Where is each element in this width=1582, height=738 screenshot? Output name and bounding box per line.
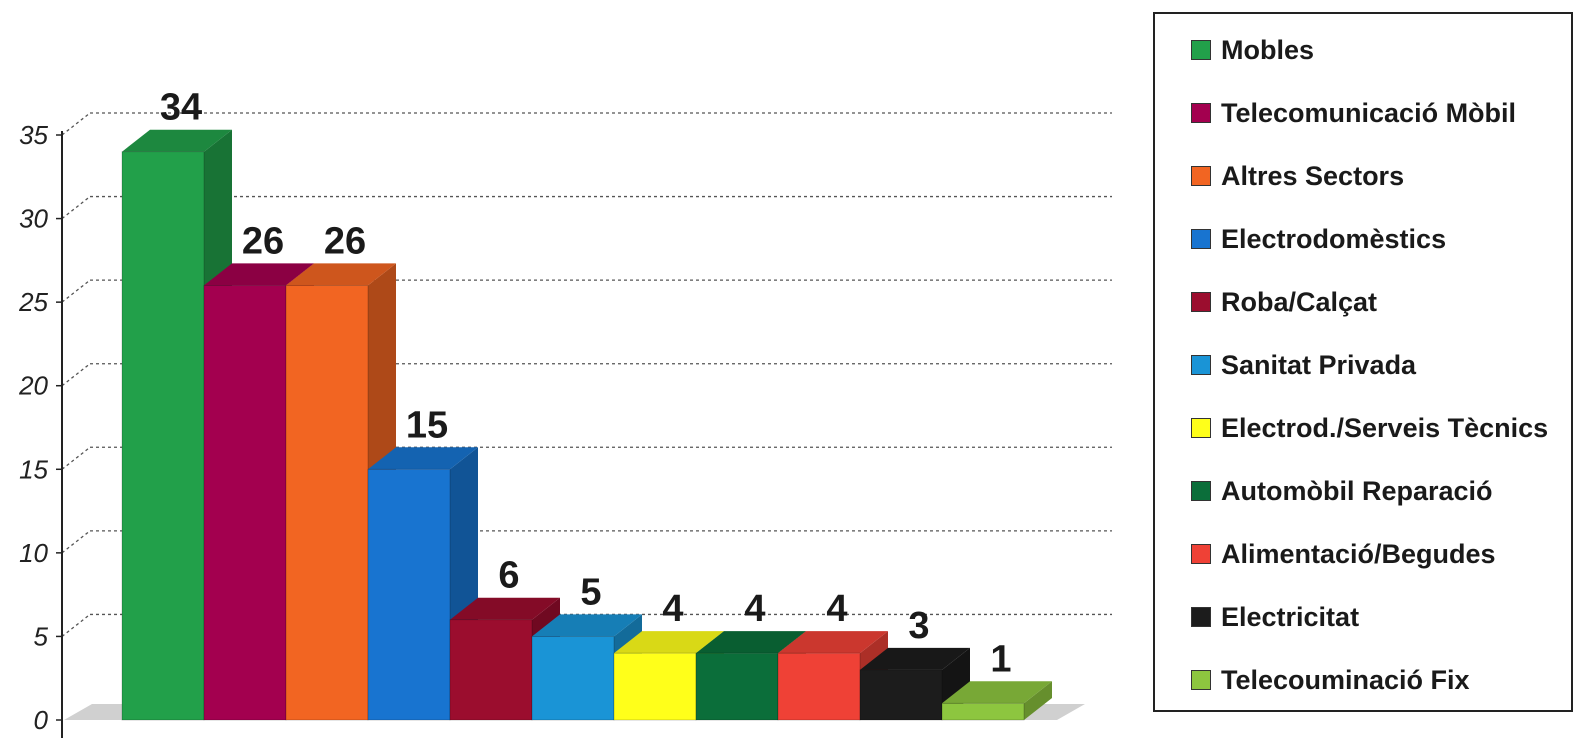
y-tick-label: 10	[19, 538, 48, 568]
data-label: 26	[324, 220, 366, 262]
data-label: 4	[744, 588, 765, 630]
legend-label: Telecomunicació Mòbil	[1221, 97, 1517, 128]
legend-item: Electricitat	[1191, 597, 1359, 637]
legend-swatch	[1191, 229, 1211, 249]
bar-top	[860, 647, 970, 670]
bar-front	[531, 636, 615, 721]
legend-swatch	[1191, 481, 1211, 501]
legend-swatch	[1191, 544, 1211, 564]
bar-top	[696, 631, 806, 654]
y-tick-label: 30	[19, 204, 48, 234]
bar-top	[450, 597, 560, 620]
y-tick-label: 15	[19, 454, 48, 484]
legend-swatch	[1191, 40, 1211, 60]
bar-top	[614, 631, 724, 654]
chart-legend: Mobles Telecomunicació Mòbil Altres Sector…	[1153, 12, 1573, 712]
legend-item: Telecouminació Fix	[1191, 660, 1470, 700]
bar-front	[367, 468, 451, 721]
gridline-diagonal	[61, 613, 91, 637]
y-tick-label: 20	[18, 371, 48, 401]
gridline-diagonal	[61, 530, 91, 554]
bar-top	[204, 263, 314, 286]
bar-top	[778, 631, 888, 654]
legend-item: Telecomunicació Mòbil	[1191, 93, 1516, 133]
data-label: 4	[826, 588, 847, 630]
y-tick-label: 0	[34, 705, 49, 735]
data-label: 15	[406, 404, 448, 446]
legend-label: Electrodomèstics	[1221, 223, 1447, 254]
legend-label: Mobles	[1221, 34, 1315, 65]
bar-front	[285, 285, 369, 721]
legend-swatch	[1191, 166, 1211, 186]
bar-chart: 0 5 10 15 20 25 30 35 34 26 26 15 6 5 4 4 4 3 1	[18, 87, 1112, 738]
legend-label: Altres Sectors	[1221, 160, 1405, 191]
data-label: 26	[242, 220, 284, 262]
bar-front	[121, 151, 205, 721]
bar-front	[613, 652, 697, 721]
gridline-diagonal	[61, 112, 91, 136]
data-label: 6	[498, 555, 519, 597]
legend-label: Sanitat Privada	[1221, 349, 1417, 380]
gridline-diagonal	[61, 363, 91, 387]
bar-top	[122, 129, 232, 152]
bar-front	[859, 669, 943, 721]
bar	[859, 647, 970, 721]
legend-item: Automòbil Reparació	[1191, 471, 1493, 511]
data-label: 4	[662, 588, 683, 630]
data-label: 3	[908, 605, 929, 647]
gridline-diagonal	[61, 196, 91, 220]
bar-top	[286, 263, 396, 286]
legend-label: Telecouminació Fix	[1221, 664, 1470, 695]
bar-top	[942, 681, 1052, 704]
legend-item: Electrod./Serveis Tècnics	[1191, 408, 1548, 448]
bar-side	[1024, 681, 1052, 720]
legend-item: Altres Sectors	[1191, 156, 1404, 196]
bar-front	[449, 619, 533, 721]
legend-swatch	[1191, 670, 1211, 690]
legend-label: Automòbil Reparació	[1221, 475, 1493, 506]
legend-swatch	[1191, 355, 1211, 375]
legend-item: Alimentació/Begudes	[1191, 534, 1496, 574]
legend-label: Electricitat	[1221, 601, 1360, 632]
legend-item: Electrodomèstics	[1191, 219, 1446, 259]
legend-swatch	[1191, 103, 1211, 123]
bar-front	[777, 652, 861, 721]
legend-swatch	[1191, 292, 1211, 312]
legend-item: Roba/Calçat	[1191, 282, 1377, 322]
bar-front	[203, 285, 287, 721]
bar-front	[695, 652, 779, 721]
bar-top	[368, 447, 478, 470]
legend-swatch	[1191, 418, 1211, 438]
legend-item: Mobles	[1191, 30, 1314, 70]
data-label: 1	[990, 638, 1011, 680]
y-tick-label: 5	[34, 621, 49, 651]
bar-front	[941, 702, 1025, 721]
legend-swatch	[1191, 607, 1211, 627]
y-tick-label: 35	[19, 120, 48, 150]
data-label: 5	[580, 571, 601, 613]
legend-label: Alimentació/Begudes	[1221, 538, 1496, 569]
legend-item: Sanitat Privada	[1191, 345, 1416, 385]
bar	[941, 681, 1052, 721]
gridline-diagonal	[61, 279, 91, 303]
legend-label: Electrod./Serveis Tècnics	[1221, 412, 1549, 443]
gridline-diagonal	[61, 446, 91, 470]
y-tick-label: 25	[18, 287, 48, 317]
bar-top	[532, 614, 642, 637]
legend-label: Roba/Calçat	[1221, 286, 1378, 317]
data-label: 34	[160, 87, 202, 129]
